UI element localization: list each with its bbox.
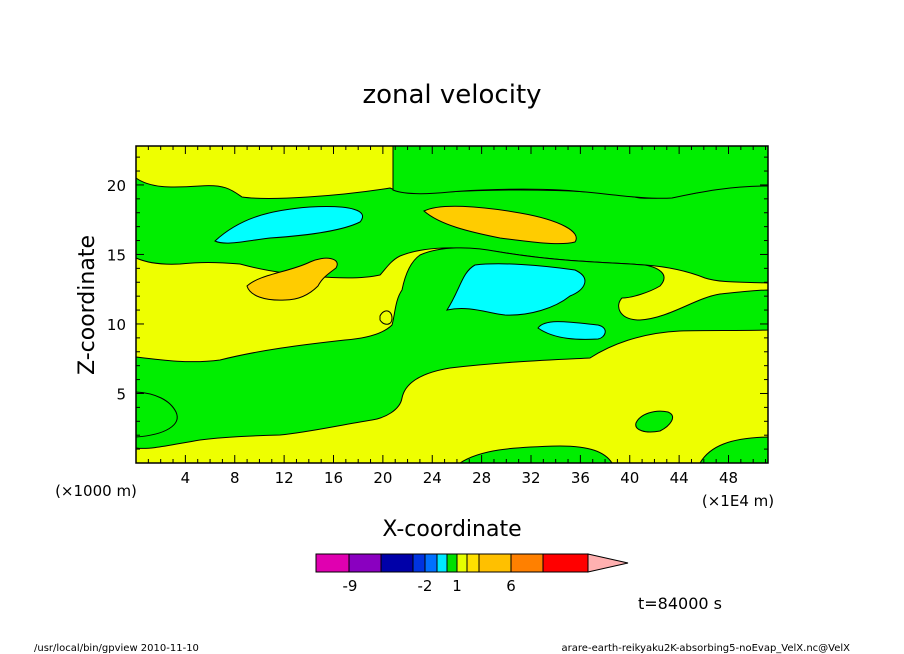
x-tick-label: 32 <box>521 469 540 487</box>
x-tick-label: 20 <box>373 469 392 487</box>
tiny-yellow-blob <box>379 310 393 325</box>
y-axis-label: Z-coordinate <box>75 235 100 375</box>
colorbar-segment <box>456 553 468 573</box>
bottom-center-green <box>458 445 613 464</box>
colorbar-segment <box>542 553 589 573</box>
x-tick-label: 40 <box>620 469 639 487</box>
colorbar-segment <box>436 553 448 573</box>
colorbar-segment <box>380 553 414 573</box>
x-axis-label: X-coordinate <box>382 517 521 542</box>
x-scale-note: (×1E4 m) <box>702 492 774 510</box>
colorbar-label: -2 <box>418 577 433 595</box>
colorbar-segment <box>446 553 458 573</box>
colorbar-extend-arrow <box>587 553 629 573</box>
colorbar <box>315 553 629 573</box>
bottom-left-green <box>135 391 178 438</box>
y-tick-label: 15 <box>107 246 126 264</box>
x-tick-label: 48 <box>719 469 738 487</box>
top-center-green <box>392 145 769 199</box>
x-ticks: 4 8 12 16 20 24 28 32 36 40 44 48 <box>147 146 767 487</box>
y-tick-label: 20 <box>107 177 126 195</box>
colorbar-segment <box>510 553 544 573</box>
y-tick-label: 10 <box>107 316 126 334</box>
footer-right: arare-earth-reikyaku2K-absorbing5-noEvap… <box>562 643 851 654</box>
x-tick-label: 12 <box>275 469 294 487</box>
colorbar-segment <box>315 553 350 573</box>
x-tick-label: 16 <box>324 469 343 487</box>
plot-frame <box>135 145 769 464</box>
time-label: t=84000 s <box>638 594 722 613</box>
colorbar-label: -9 <box>343 577 358 595</box>
x-tick-label: 24 <box>423 469 442 487</box>
cyan-small-right <box>537 321 606 340</box>
cyan-upper-left <box>214 206 363 244</box>
colorbar-segment <box>348 553 382 573</box>
x-tick-label: 28 <box>472 469 491 487</box>
y-ticks: 5 10 15 20 <box>107 156 768 450</box>
middle-green-band <box>135 247 769 449</box>
colorbar-label: 1 <box>452 577 462 595</box>
y-scale-note: (×1000 m) <box>55 482 137 500</box>
colorbar-segment <box>466 553 480 573</box>
chart-title: zonal velocity <box>362 80 541 110</box>
x-tick-label: 36 <box>571 469 590 487</box>
colorbar-segment <box>478 553 512 573</box>
colorbar-segment <box>424 553 438 573</box>
y-tick-label: 5 <box>116 385 126 403</box>
x-tick-label: 4 <box>181 469 191 487</box>
colorbar-segment <box>412 553 426 573</box>
x-tick-label: 44 <box>670 469 689 487</box>
cyan-center <box>445 263 586 316</box>
colorbar-label: 6 <box>506 577 516 595</box>
orange-left <box>246 257 338 301</box>
upper-green-band <box>135 177 769 284</box>
x-tick-label: 8 <box>230 469 240 487</box>
orange-upper-center <box>423 205 577 245</box>
small-green-island <box>635 410 673 433</box>
footer-left: /usr/local/bin/gpview 2010-11-10 <box>34 643 199 654</box>
